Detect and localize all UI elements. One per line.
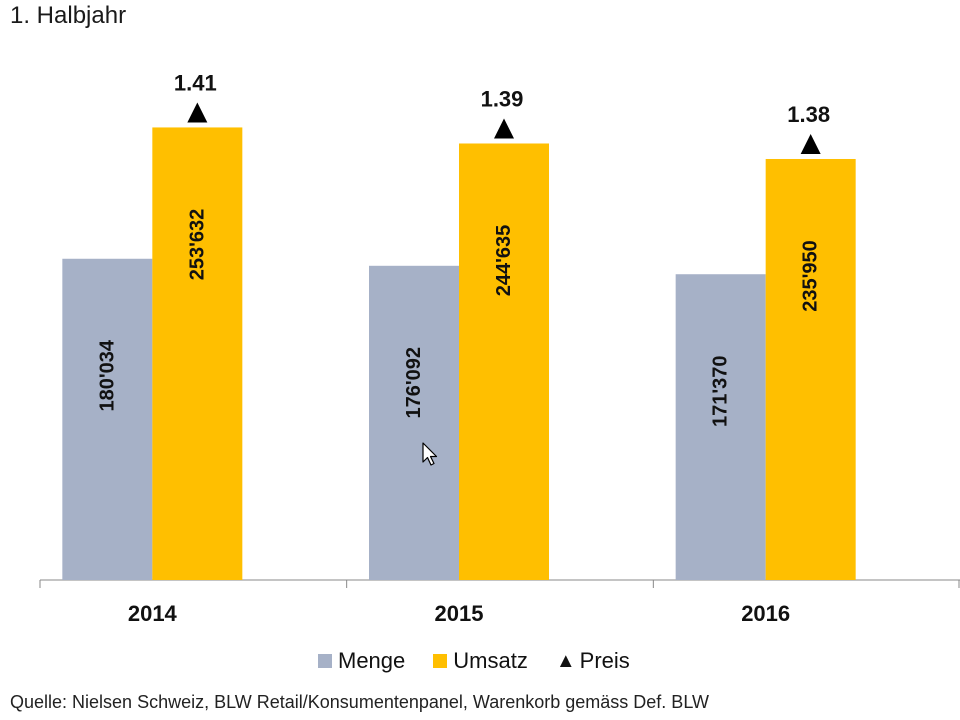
data-label-umsatz: 235'950 xyxy=(800,240,822,312)
legend-label-preis: Preis xyxy=(579,648,630,673)
legend-item-umsatz: Umsatz xyxy=(433,648,528,674)
bar-umsatz xyxy=(459,143,549,580)
source-note: Quelle: Nielsen Schweiz, BLW Retail/Kons… xyxy=(10,692,709,712)
legend-label-menge: Menge xyxy=(338,648,406,673)
price-label: 1.39 xyxy=(481,86,524,111)
x-tick-label: 2015 xyxy=(435,601,484,626)
price-marker xyxy=(187,102,208,123)
bar-umsatz xyxy=(765,158,856,580)
bar-menge xyxy=(675,274,766,580)
bar-menge xyxy=(62,258,153,580)
legend: Menge Umsatz ▲ Preis xyxy=(318,648,658,674)
triangle-icon: ▲ xyxy=(555,649,576,672)
price-label: 1.41 xyxy=(174,70,217,95)
price-marker xyxy=(494,118,514,139)
price-marker xyxy=(800,133,821,154)
chart-subtitle: 1. Halbjahr xyxy=(10,2,127,29)
price-label: 1.38 xyxy=(787,102,830,127)
data-label-umsatz: 244'635 xyxy=(493,225,515,297)
data-label-menge: 171'370 xyxy=(710,355,732,427)
legend-item-menge: Menge xyxy=(318,648,405,674)
data-label-menge: 180'034 xyxy=(96,339,118,411)
legend-swatch-umsatz xyxy=(433,654,448,668)
legend-item-preis: ▲ Preis xyxy=(556,648,630,674)
data-label-umsatz: 253'632 xyxy=(186,209,208,280)
legend-label-umsatz: Umsatz xyxy=(453,648,528,673)
data-label-menge: 176'092 xyxy=(403,347,425,419)
x-tick-label: 2014 xyxy=(128,601,178,626)
legend-swatch-menge xyxy=(318,654,332,668)
bar-umsatz xyxy=(152,127,243,580)
bar-menge xyxy=(369,265,459,580)
x-tick-label: 2016 xyxy=(741,601,790,626)
mouse-cursor-icon xyxy=(422,442,438,466)
